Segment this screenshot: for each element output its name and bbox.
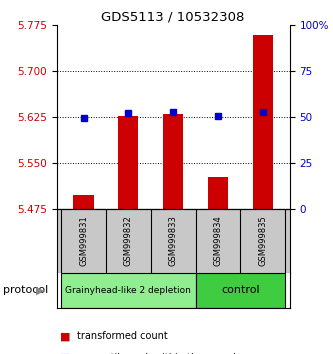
Text: GSM999832: GSM999832 xyxy=(124,215,133,266)
Text: percentile rank within the sample: percentile rank within the sample xyxy=(77,353,241,354)
Text: GSM999835: GSM999835 xyxy=(258,215,267,266)
Title: GDS5113 / 10532308: GDS5113 / 10532308 xyxy=(102,11,245,24)
Text: protocol: protocol xyxy=(3,285,49,295)
Text: control: control xyxy=(221,285,260,295)
Bar xyxy=(253,35,273,209)
Bar xyxy=(61,273,195,308)
Bar xyxy=(208,177,228,209)
Bar xyxy=(73,195,94,209)
Bar xyxy=(195,273,285,308)
Bar xyxy=(163,114,183,209)
Text: ■: ■ xyxy=(60,331,71,341)
Bar xyxy=(118,116,139,209)
Text: ▶: ▶ xyxy=(36,285,44,295)
Text: Grainyhead-like 2 depletion: Grainyhead-like 2 depletion xyxy=(65,286,191,295)
Text: GSM999833: GSM999833 xyxy=(168,215,178,266)
Text: ■: ■ xyxy=(60,353,71,354)
Text: transformed count: transformed count xyxy=(77,331,167,341)
Text: GSM999834: GSM999834 xyxy=(213,215,222,266)
Text: GSM999831: GSM999831 xyxy=(79,215,88,266)
